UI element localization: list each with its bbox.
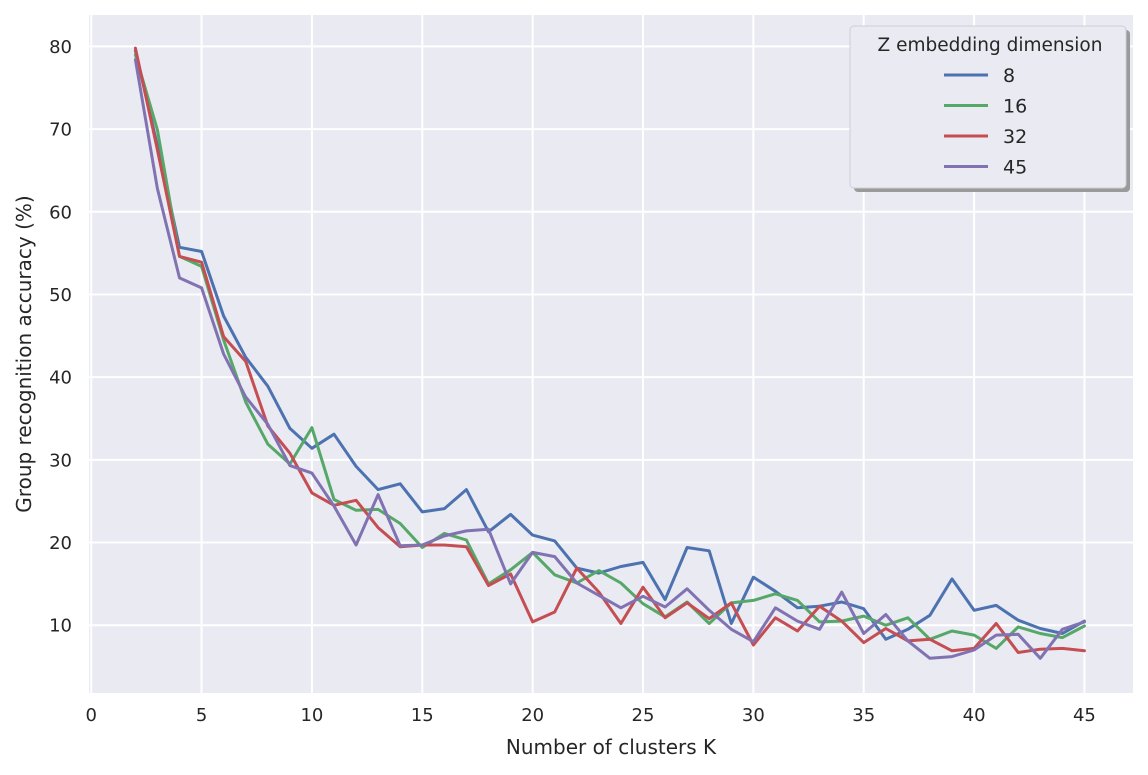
series-line-45 bbox=[133, 58, 1086, 660]
y-tick-label: 70 bbox=[49, 120, 72, 141]
x-tick-label: 0 bbox=[85, 705, 96, 726]
y-axis-label: Group recognition accuracy (%) bbox=[12, 195, 36, 512]
x-tick-label: 5 bbox=[196, 705, 207, 726]
x-tick-label: 30 bbox=[742, 705, 765, 726]
legend-label-16: 16 bbox=[1003, 96, 1027, 118]
series-lines bbox=[133, 46, 1086, 660]
legend-label-32: 32 bbox=[1003, 126, 1027, 148]
y-tick-label: 40 bbox=[49, 368, 72, 389]
y-tick-label: 60 bbox=[49, 202, 72, 223]
y-tick-label: 20 bbox=[49, 533, 72, 554]
y-tick-label: 30 bbox=[49, 450, 72, 471]
x-tick-label: 35 bbox=[852, 705, 875, 726]
legend: Z embedding dimension 8 16 32 45 bbox=[849, 25, 1130, 192]
x-tick-label: 20 bbox=[521, 705, 544, 726]
x-tick-label: 25 bbox=[632, 705, 655, 726]
legend-title: Z embedding dimension bbox=[878, 35, 1103, 56]
y-tick-label: 80 bbox=[49, 37, 72, 58]
legend-entries: 8 16 32 45 bbox=[944, 65, 1027, 179]
y-tick-label: 50 bbox=[49, 285, 72, 306]
y-tick-label: 10 bbox=[49, 616, 72, 637]
x-tick-label: 40 bbox=[963, 705, 986, 726]
legend-label-45: 45 bbox=[1003, 157, 1027, 179]
x-tick-label: 45 bbox=[1073, 705, 1096, 726]
x-tick-label: 15 bbox=[411, 705, 434, 726]
series-line-32 bbox=[133, 46, 1086, 654]
x-tick-label: 10 bbox=[300, 705, 323, 726]
series-line-8 bbox=[133, 49, 1086, 641]
x-axis-label: Number of clusters K bbox=[506, 735, 717, 759]
tick-labels: 0 5 10 15 20 25 30 35 40 45 10 20 30 40 50 60 70 80 bbox=[49, 37, 1096, 726]
legend-label-8: 8 bbox=[1003, 65, 1015, 87]
